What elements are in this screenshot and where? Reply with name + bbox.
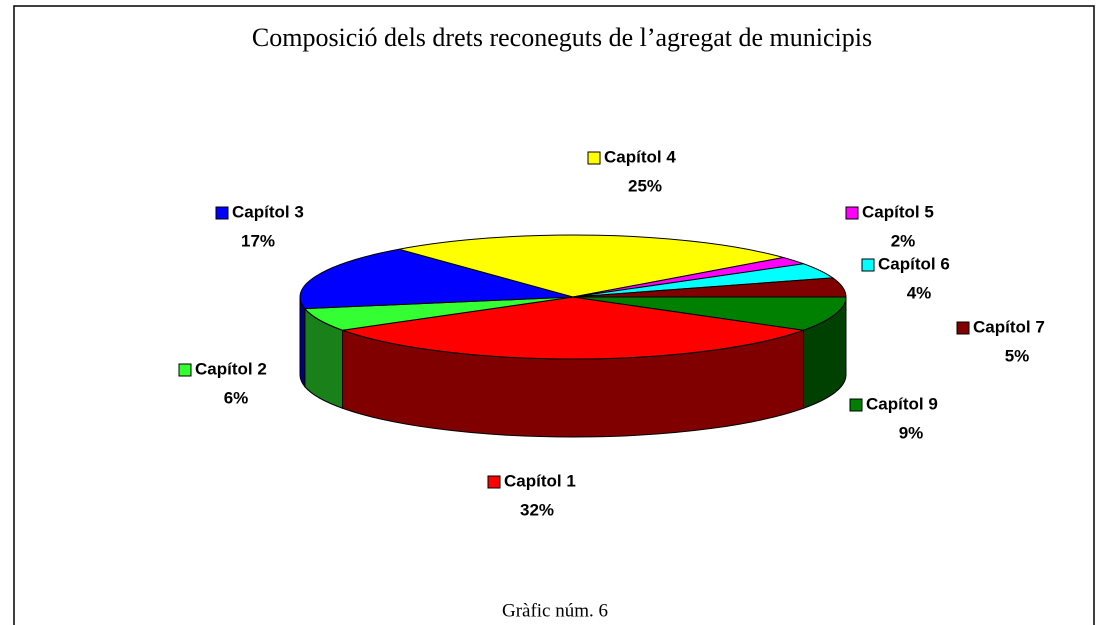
pie-slice: [398, 234, 784, 298]
pie-slice: [342, 296, 804, 360]
slice-label: Capítol 1: [504, 471, 576, 490]
slice-value-label: 6%: [224, 388, 249, 407]
slice-label: Capítol 4: [604, 147, 676, 166]
slice-label: Capítol 9: [866, 394, 938, 413]
slice-value-label: 25%: [628, 176, 662, 195]
slice-value-label: 32%: [520, 500, 554, 519]
pie-wall: [299, 296, 306, 388]
legend-swatch: [849, 398, 863, 412]
legend-swatch: [215, 206, 229, 220]
legend-swatch: [956, 321, 970, 335]
slice-value-label: 9%: [899, 423, 924, 442]
pie-slice: [299, 248, 574, 310]
pie-slice: [572, 296, 847, 331]
legend-swatch: [845, 206, 859, 220]
slice-label: Capítol 6: [878, 254, 950, 273]
legend-swatch: [178, 363, 192, 377]
slice-value-label: 4%: [907, 283, 932, 302]
slice-value-label: 2%: [891, 231, 916, 250]
legend-swatch: [587, 151, 601, 165]
legend-swatch: [861, 258, 875, 272]
slice-value-label: 5%: [1005, 346, 1030, 365]
caption: Gràfic núm. 6: [502, 600, 608, 621]
slice-label: Capítol 2: [195, 359, 267, 378]
slice-value-label: 17%: [241, 231, 275, 250]
legend-swatch: [487, 475, 501, 489]
chart-title: Composició dels drets reconeguts de l’ag…: [252, 23, 872, 52]
slice-label: Capítol 3: [232, 202, 304, 221]
slice-label: Capítol 5: [862, 202, 934, 221]
slice-label: Capítol 7: [973, 317, 1045, 336]
